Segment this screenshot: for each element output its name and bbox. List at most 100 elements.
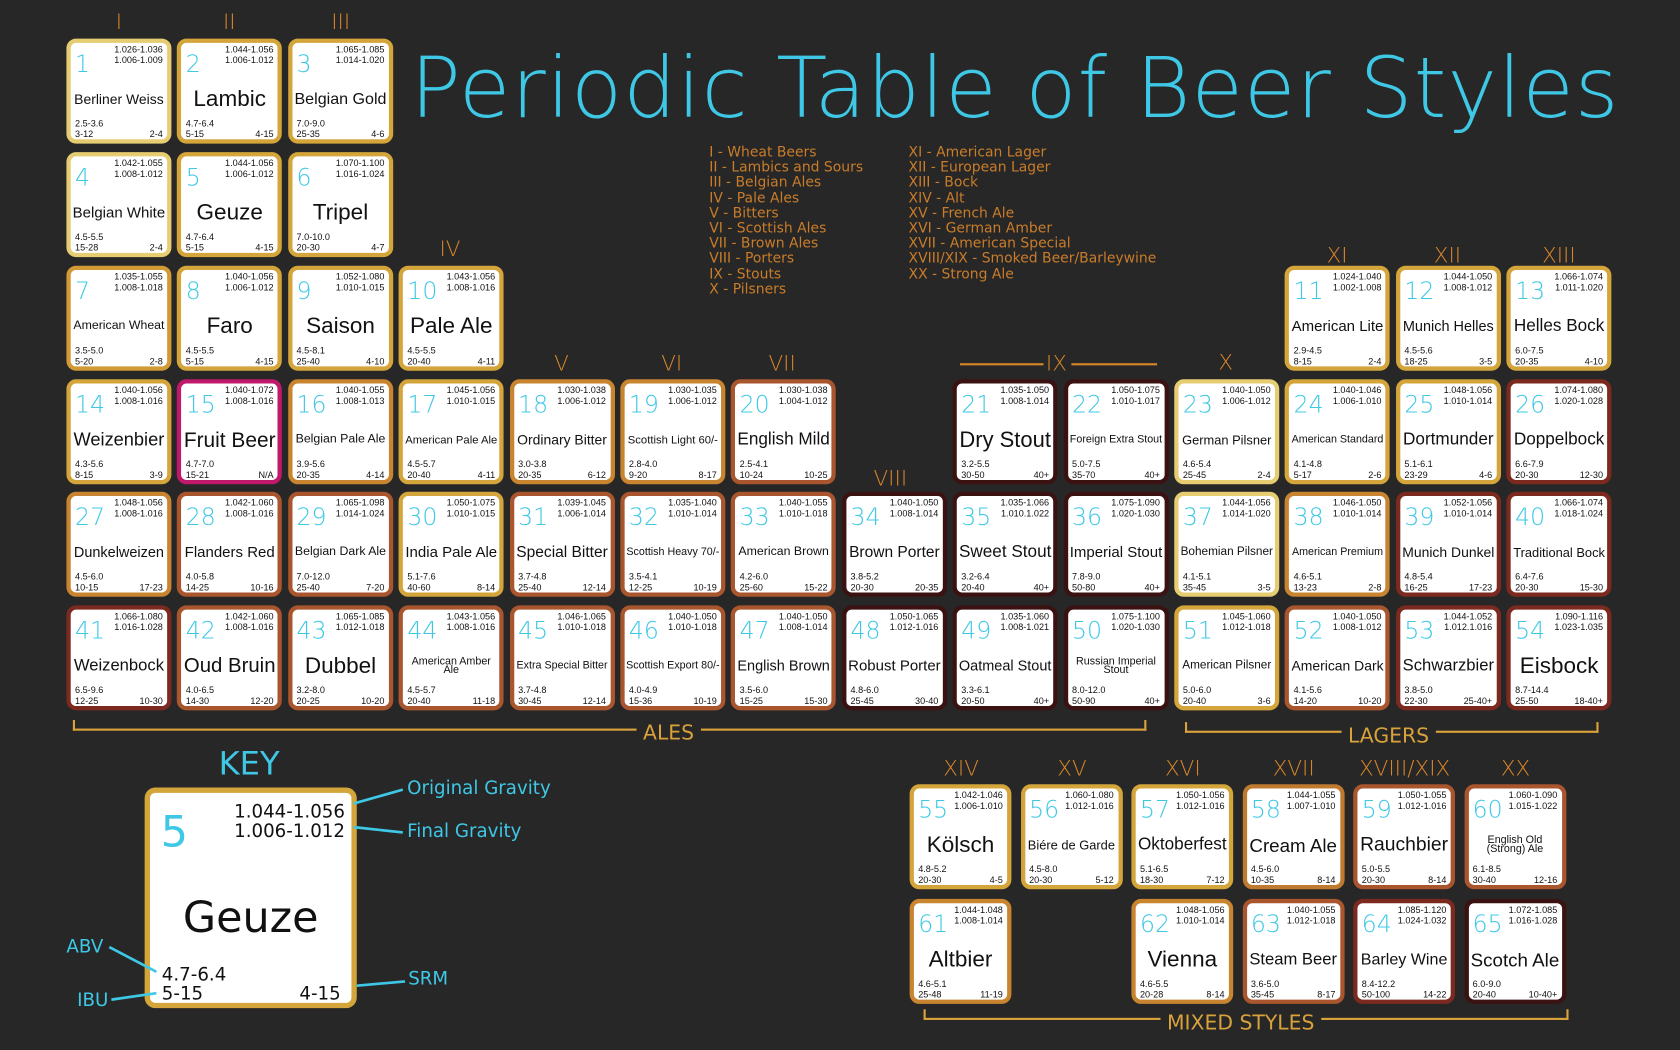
group-legend-col1: I - Wheat Beers II - Lambics and Sours III… [709, 145, 863, 298]
element-abv: 4.5-5.7 [407, 684, 436, 696]
element-og: 1.042-1.060 [225, 497, 274, 508]
element-gravity: 1.042-1.060 1.008-1.016 [225, 498, 274, 518]
element-cell-1: 1 1.026-1.036 1.006-1.009 Berliner Weiss 2.5… [66, 38, 172, 144]
element-fg: 1.020-1.028 [1554, 394, 1604, 406]
element-name-text: Ordinary Bitter [517, 432, 607, 449]
element-name: Rauchbier [1357, 821, 1450, 870]
element-fg: 1.006-1.012 [225, 54, 274, 65]
element-fg: 1.008-1.014 [778, 620, 828, 632]
element-srm: 4-5 [989, 874, 1003, 885]
element-number: 54 [1515, 618, 1546, 645]
element-cell-64: 64 1.085-1.120 1.024-1.032 Barley Wine 8.4-1… [1353, 898, 1455, 1004]
element-og: 1.040-1.050 [668, 610, 717, 622]
element-cell-47: 47 1.040-1.050 1.008-1.014 English Brown 3.5… [731, 605, 837, 711]
element-srm: 2-4 [1368, 355, 1382, 367]
element-og: 1.040-1.050 [889, 497, 939, 508]
element-name: Lambic [181, 75, 277, 124]
element-gravity: 1.050-1.065 1.012-1.016 [890, 611, 939, 632]
element-fg: 1.010-1.018 [778, 507, 828, 519]
element-name: Helles Bock [1511, 302, 1607, 351]
element-og: 1.066-1.074 [1554, 271, 1604, 282]
fg-annotation: Final Gravity [407, 820, 522, 843]
element-name-text: English Old (Strong) Ale [1486, 834, 1544, 855]
element-ibu: 30-45 [518, 695, 542, 707]
element-name: American Lite [1289, 302, 1385, 351]
element-ibu: 5-15 [185, 242, 205, 253]
element-fg: 1.008-1.016 [225, 620, 274, 632]
element-og: 1.046-1.050 [1332, 497, 1382, 508]
element-cell-37: 37 1.044-1.056 1.014-1.020 Bohemian Pilsner… [1174, 491, 1280, 597]
element-ibu: 20-40 [407, 355, 431, 367]
element-name-text: Altbier [928, 947, 993, 972]
element-og: 1.024-1.040 [1332, 271, 1382, 282]
element-srm: 10-20 [361, 695, 385, 707]
element-cell-10: 10 1.043-1.056 1.008-1.016 Pale Ale 4.5-5.5 2… [398, 265, 504, 371]
element-name: American Wheat [71, 302, 167, 351]
element-gravity: 1.035-1.060 1.008-1.021 [1000, 611, 1049, 632]
element-name-text: American Wheat [73, 319, 165, 333]
element-cell-14: 14 1.040-1.056 1.008-1.016 Weizenbier 4.3-5.… [66, 379, 172, 485]
element-ibu: 20-30 [850, 581, 874, 593]
element-name-text: Oatmeal Stout [958, 658, 1052, 675]
group-label: XVII [1272, 755, 1315, 782]
element-og: 1.060-1.090 [1508, 789, 1558, 801]
element-name-text: Weizenbock [73, 657, 165, 676]
element-cell-51: 51 1.045-1.060 1.012-1.018 American Pilsner… [1174, 605, 1280, 711]
element-number: 8 [185, 278, 201, 306]
element-ibu: 35-45 [1182, 581, 1207, 593]
element-abv: 4.6-5.4 [1182, 458, 1212, 470]
element-name: Doppelbock [1511, 416, 1607, 465]
element-name-text: Oktoberfest [1137, 835, 1227, 855]
element-ibu: 30-40 [1472, 874, 1496, 885]
element-abv: 4.8-6.0 [850, 684, 879, 696]
element-number: 49 [961, 618, 992, 645]
element-cell-29: 29 1.065-1.098 1.014-1.024 Belgian Dark Ale… [287, 491, 393, 597]
element-og: 1.040-1.055 [1286, 904, 1336, 915]
element-name: Dunkelweizen [71, 528, 167, 577]
element-srm: 4-10 [1584, 355, 1604, 367]
element-ibu: 10-35 [1250, 874, 1275, 885]
element-og: 1.048-1.056 [1443, 384, 1493, 396]
element-gravity: 1.046-1.050 1.010-1.014 [1333, 498, 1382, 518]
element-fg: 1.008-1.016 [114, 507, 163, 519]
element-og: 1.065-1.085 [335, 610, 385, 622]
element-fg: 1.008-1.016 [446, 620, 496, 632]
element-name: Scotch Ale [1468, 935, 1561, 984]
element-abv: 4.5-8.0 [1029, 863, 1058, 875]
element-number: 52 [1293, 618, 1324, 645]
element-cell-33: 33 1.040-1.055 1.010-1.018 American Brown 4.… [731, 491, 837, 597]
group-legend-col2: XI - American Lager XII - European Lager X… [908, 145, 1157, 283]
group-ix-line-left [959, 363, 1044, 366]
element-ibu: 35-70 [1072, 469, 1096, 480]
element-name-text: Fruit Beer [183, 428, 276, 452]
element-cell-13: 13 1.066-1.074 1.011-1.020 Helles Bock 6.0-7… [1506, 265, 1612, 371]
element-name: Bohemian Pilsner [1179, 528, 1275, 577]
element-fg: 1.010-1.014 [1332, 507, 1382, 519]
element-number: 39 [1404, 504, 1435, 532]
element-name: Robust Porter [846, 642, 942, 691]
element-cell-63: 63 1.040-1.055 1.012-1.018 Steam Beer 3.6-5.… [1242, 898, 1345, 1004]
element-name-text: Dunkelweizen [73, 544, 164, 561]
element-name-text: Scottish Heavy 70/- [626, 546, 720, 558]
element-gravity: 1.052-1.056 1.010-1.014 [1444, 498, 1493, 518]
element-og: 1.040-1.056 [225, 271, 274, 282]
element-fg: 1.014-1.024 [335, 507, 385, 519]
element-cell-43: 43 1.065-1.085 1.012-1.018 Dubbel 3.2-8.0 20-… [287, 605, 393, 711]
element-srm: 11-18 [472, 695, 496, 707]
element-srm: 4-15 [255, 128, 274, 140]
element-abv: 4.5-8.1 [296, 344, 325, 356]
element-name-text: Steam Beer [1249, 950, 1338, 969]
element-name: Flanders Red [181, 528, 277, 577]
element-cell-25: 25 1.048-1.056 1.010-1.014 Dortmunder 5.1-6.… [1395, 379, 1501, 485]
legend-item: XIII - Bock [908, 175, 979, 192]
group-label: II [222, 8, 236, 35]
element-number: 45 [518, 618, 549, 645]
element-name-text: American Amber Ale [411, 655, 491, 677]
element-gravity: 1.048-1.056 1.008-1.016 [114, 498, 163, 518]
group-label: IV [439, 235, 461, 262]
element-name-text: Eisbock [1519, 653, 1599, 679]
og-annotation: Original Gravity [407, 777, 551, 800]
element-ibu: 20-40 [1182, 695, 1207, 707]
element-ibu: 8-15 [74, 469, 94, 480]
